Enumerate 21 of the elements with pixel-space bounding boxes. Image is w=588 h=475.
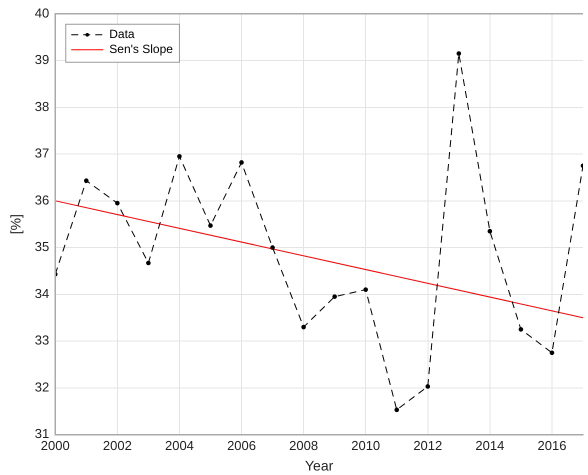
y-axis-title: [%] bbox=[7, 214, 24, 234]
y-tick-label: 32 bbox=[34, 379, 50, 394]
legend-label: Sen's Slope bbox=[109, 42, 174, 56]
y-tick-label: 34 bbox=[34, 286, 50, 301]
x-axis-title: Year bbox=[304, 457, 334, 474]
y-tick-label: 37 bbox=[34, 146, 50, 161]
x-tick-label: 2012 bbox=[413, 438, 442, 453]
x-tick-label: 2006 bbox=[227, 438, 256, 453]
y-tick-label: 40 bbox=[34, 5, 50, 20]
y-tick-label: 36 bbox=[34, 192, 50, 208]
y-tick-label: 35 bbox=[34, 239, 50, 254]
x-tick-label: 2010 bbox=[351, 438, 380, 453]
x-tick-label: 2014 bbox=[475, 438, 504, 453]
x-tick-label: 2008 bbox=[289, 438, 318, 453]
y-tick-label: 39 bbox=[34, 52, 50, 68]
legend-label: Data bbox=[109, 27, 135, 42]
x-tick-label: 2016 bbox=[537, 438, 566, 453]
x-tick-label: 2002 bbox=[102, 438, 132, 453]
y-tick-label: 38 bbox=[34, 98, 50, 114]
y-tick-label: 33 bbox=[34, 332, 50, 348]
x-tick-label: 2004 bbox=[164, 438, 194, 453]
